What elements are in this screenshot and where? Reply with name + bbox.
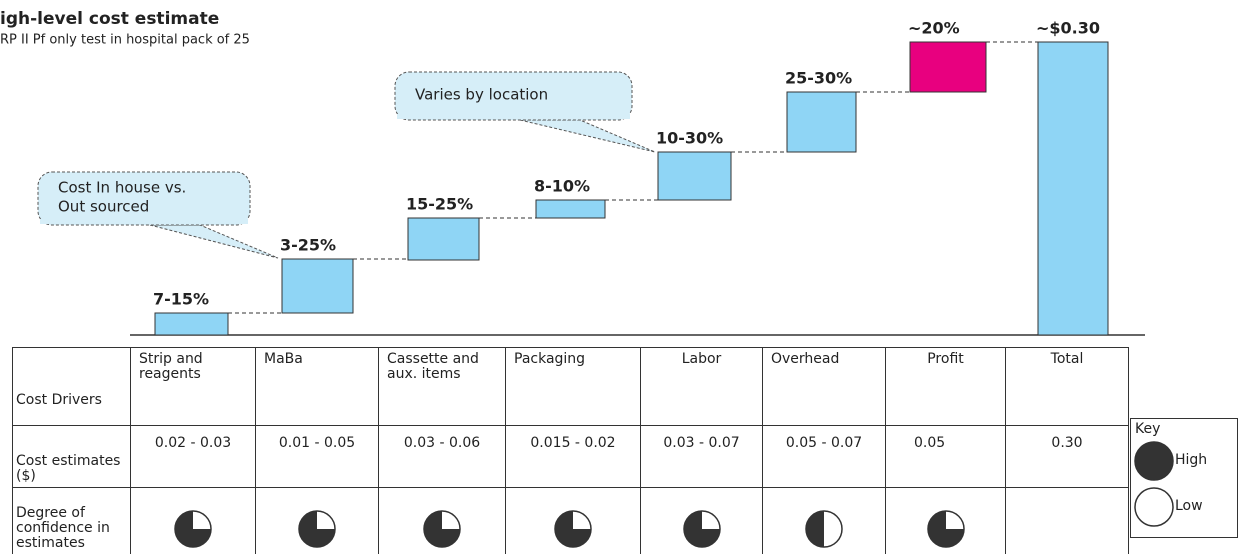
callout-cover [397, 114, 630, 119]
cost-estimate: 0.015 - 0.02 [505, 425, 641, 488]
waterfall-bar [154, 312, 229, 336]
waterfall-bar [1037, 41, 1109, 336]
table-row: Cost Drivers Strip and reagents MaBa Casset… [12, 347, 1129, 426]
confidence-cell [255, 487, 379, 554]
row-header: Cost estimates ($) [12, 425, 131, 488]
cost-estimate: 0.03 - 0.06 [378, 425, 506, 488]
confidence-icon [554, 510, 592, 548]
waterfall-bar [657, 151, 732, 201]
column-header: Total [1005, 347, 1129, 426]
column-header: Cassette and aux. items [378, 347, 506, 426]
column-header: Labor [640, 347, 763, 426]
confidence-cell [762, 487, 886, 554]
title: igh-level cost estimate [0, 9, 219, 29]
callout-text: Out sourced [58, 198, 149, 216]
bar-label: 25-30% [785, 69, 852, 88]
bar-label: ~20% [908, 19, 960, 38]
column-header: Strip and reagents [130, 347, 256, 426]
waterfall-bar [407, 217, 480, 261]
confidence-icon [423, 510, 461, 548]
table-row: Cost estimates ($) 0.02 - 0.03 0.01 - 0.05… [12, 425, 1129, 488]
cost-table: Cost Drivers Strip and reagents MaBa Casset… [12, 347, 1129, 554]
key-pie [1134, 487, 1174, 527]
confidence-icon [682, 510, 721, 548]
confidence-pie-fill [424, 511, 460, 547]
callout-text: Varies by location [415, 86, 548, 104]
waterfall-bar [786, 91, 857, 153]
callout-tail [519, 119, 656, 153]
callout-text: Cost In house vs. [58, 179, 186, 197]
row-header: Degree of confidence in estimates [12, 487, 131, 554]
confidence-cell [1005, 487, 1129, 554]
confidence-pie-fill [806, 511, 824, 547]
confidence-cell [640, 487, 763, 554]
confidence-cell [885, 487, 1006, 554]
confidence-pie-fill [683, 511, 720, 547]
key-icon [1134, 441, 1174, 481]
key-pie-fill [1135, 442, 1173, 480]
cost-estimate: 0.03 - 0.07 [640, 425, 763, 488]
cost-estimate: 0.05 [885, 425, 1006, 488]
bar-label: 10-30% [656, 129, 723, 148]
confidence-icon [926, 510, 965, 548]
confidence-pie-fill [555, 511, 591, 547]
cost-estimate: 0.30 [1005, 425, 1129, 488]
row-header: Cost Drivers [12, 347, 131, 426]
confidence-pie-fill [927, 511, 964, 547]
bar-label: 7-15% [153, 290, 209, 309]
confidence-icon [298, 510, 336, 548]
cost-estimate: 0.01 - 0.05 [255, 425, 379, 488]
subtitle: RP II Pf only test in hospital pack of 2… [0, 33, 250, 48]
table-row: Degree of confidence in estimates [12, 487, 1129, 554]
callout [37, 171, 251, 226]
column-header: MaBa [255, 347, 379, 426]
waterfall-chart: igh-level cost estimate RP II Pf only te… [0, 9, 1145, 336]
bar-label: 3-25% [280, 236, 336, 255]
confidence-icon [174, 510, 212, 548]
bar-label: ~$0.30 [1036, 19, 1100, 38]
confidence-cell [505, 487, 641, 554]
bar-label: 15-25% [406, 195, 473, 214]
confidence-pie-fill [299, 511, 335, 547]
callout-cover [40, 219, 248, 224]
key: Key High Low [1130, 418, 1238, 538]
waterfall-bar [281, 258, 354, 314]
key-label: High [1175, 452, 1208, 468]
confidence-icon [805, 510, 843, 548]
column-header: Overhead [762, 347, 886, 426]
bar-label: 8-10% [534, 177, 590, 196]
callout [394, 71, 633, 121]
key-label: Low [1175, 498, 1203, 514]
waterfall-bar [535, 199, 606, 219]
waterfall-bar [909, 41, 987, 93]
callout-tail [149, 224, 279, 259]
confidence-pie-fill [175, 511, 211, 547]
column-header: Packaging [505, 347, 641, 426]
column-header: Profit [885, 347, 1006, 426]
cost-estimate: 0.02 - 0.03 [130, 425, 256, 488]
key-icon [1134, 487, 1174, 527]
cost-estimate: 0.05 - 0.07 [762, 425, 886, 488]
key-title: Key [1135, 421, 1161, 437]
confidence-cell [130, 487, 256, 554]
confidence-cell [378, 487, 506, 554]
